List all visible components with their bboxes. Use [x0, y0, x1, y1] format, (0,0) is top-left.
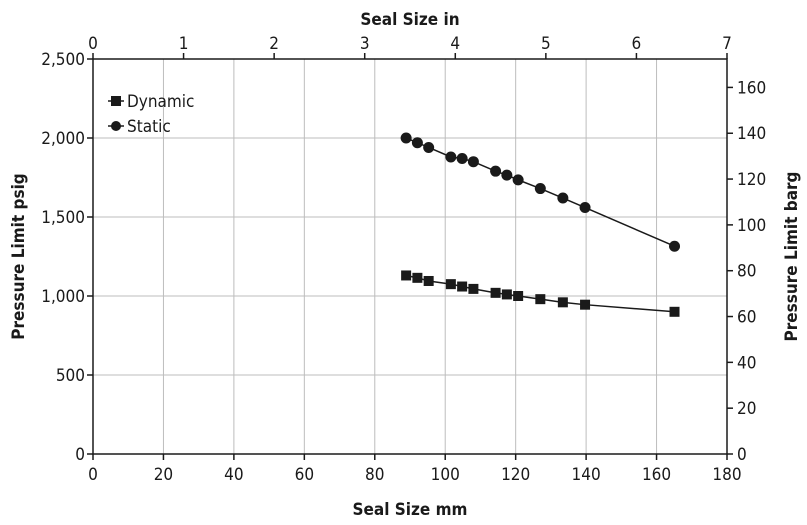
series-static — [400, 132, 681, 252]
y-left-tick-label: 2,500 — [41, 50, 85, 70]
x-bottom-tick-label: 160 — [642, 465, 671, 485]
x-bottom-tick-label: 140 — [572, 465, 601, 485]
data-point-dynamic — [445, 279, 456, 290]
data-point-static — [423, 141, 435, 153]
series-layer — [400, 132, 681, 317]
y-right-tick-label: 160 — [737, 78, 766, 98]
data-point-static — [557, 192, 569, 204]
data-point-static — [512, 174, 524, 186]
data-point-static — [501, 169, 513, 181]
data-point-static — [490, 165, 502, 177]
y-right-tick-label: 20 — [737, 399, 756, 419]
legend: Dynamic Static — [108, 92, 194, 137]
y-right-tick-label: 0 — [737, 445, 747, 465]
data-point-static — [579, 202, 591, 214]
legend-label-static: Static — [127, 117, 171, 137]
x-bottom-tick-label: 20 — [154, 465, 173, 485]
x-bottom-tick-label: 80 — [365, 465, 384, 485]
data-point-dynamic — [513, 291, 524, 301]
data-point-static — [467, 156, 479, 168]
x-bottom-tick-label: 60 — [295, 465, 314, 485]
plot-frame — [92, 58, 728, 455]
data-point-dynamic — [580, 299, 591, 310]
x-axis-bottom-title: Seal Size mm — [353, 500, 468, 520]
x-axis-top-title: Seal Size in — [360, 10, 459, 30]
legend-item-static: Static — [108, 117, 171, 137]
y-left-tick-label: 1,000 — [41, 287, 85, 307]
y-left-tick-label: 2,000 — [41, 129, 85, 149]
data-point-static — [534, 183, 546, 195]
y-right-tick-label: 140 — [737, 124, 766, 144]
series-dynamic — [401, 270, 680, 317]
legend-square-marker-icon — [111, 96, 121, 106]
y-left-tick-label: 1,500 — [41, 208, 85, 228]
x-top-tick-label: 2 — [269, 34, 279, 54]
y-right-tick-label: 120 — [737, 170, 766, 190]
y-right-tick-label: 40 — [737, 353, 756, 373]
legend-item-dynamic: Dynamic — [108, 92, 194, 112]
data-point-static — [456, 153, 468, 165]
y-right-tick-label: 100 — [737, 216, 766, 236]
x-top-tick-label: 4 — [450, 34, 460, 54]
y-axis-left-title: Pressure Limit psig — [9, 173, 29, 340]
grid — [92, 58, 728, 455]
tick-labels: 0 20 40 60 80 100 120 140 160 18005001,0001,5002,… — [41, 34, 766, 485]
data-point-static — [400, 132, 412, 144]
y-right-tick-label: 80 — [737, 262, 756, 282]
y-left-tick-label: 0 — [75, 445, 85, 465]
data-point-dynamic — [457, 281, 468, 292]
data-point-dynamic — [412, 272, 423, 283]
data-point-dynamic — [557, 297, 568, 308]
x-top-tick-label: 7 — [722, 34, 732, 54]
data-point-dynamic — [401, 270, 412, 281]
x-top-tick-label: 5 — [541, 34, 551, 54]
x-top-tick-label: 3 — [360, 34, 370, 54]
y-left-tick-label: 500 — [56, 366, 85, 386]
x-bottom-tick-label: 0 — [88, 465, 98, 485]
y-axis-right-title: Pressure Limit barg — [782, 171, 802, 341]
data-point-static — [411, 137, 423, 149]
data-point-static — [445, 151, 457, 163]
data-point-dynamic — [468, 283, 479, 294]
x-top-tick-label: 1 — [179, 34, 189, 54]
x-top-tick-label: 6 — [632, 34, 642, 54]
data-point-dynamic — [490, 287, 501, 298]
x-bottom-tick-label: 120 — [501, 465, 530, 485]
data-point-static — [669, 240, 681, 252]
x-bottom-tick-label: 100 — [431, 465, 460, 485]
data-point-dynamic — [501, 289, 512, 300]
legend-circle-marker-icon — [111, 121, 121, 131]
x-bottom-tick-label: 40 — [224, 465, 243, 485]
data-point-dynamic — [669, 306, 680, 317]
data-point-dynamic — [535, 294, 546, 305]
y-right-tick-label: 60 — [737, 308, 756, 328]
legend-label-dynamic: Dynamic — [127, 92, 194, 112]
x-top-tick-label: 0 — [88, 34, 98, 54]
data-point-dynamic — [423, 275, 434, 286]
x-bottom-tick-label: 180 — [712, 465, 741, 485]
